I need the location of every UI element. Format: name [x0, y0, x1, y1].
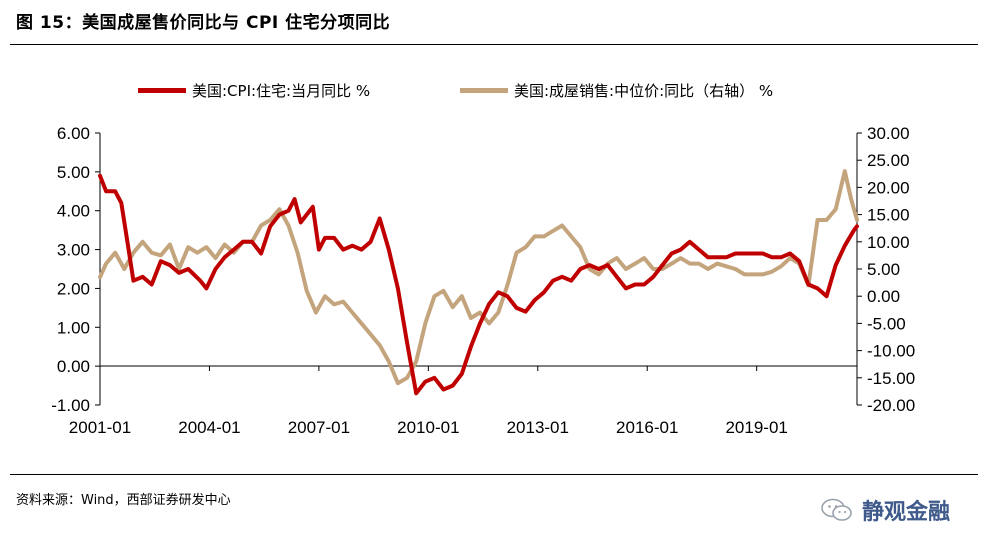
watermark: 静观金融 [820, 494, 950, 526]
right-tick-label: -20.00 [867, 396, 915, 415]
legend-label-cpi: 美国:CPI:住宅:当月同比 % [192, 82, 371, 100]
x-tick-label: 2016-01 [616, 418, 678, 437]
source-note: 资料来源：Wind，西部证券研发中心 [16, 493, 231, 508]
x-tick-label: 2019-01 [725, 418, 787, 437]
title-rule [10, 44, 978, 45]
right-tick-label: 0.00 [867, 287, 900, 306]
right-tick-label: 5.00 [867, 260, 900, 279]
left-tick-label: 1.00 [57, 318, 90, 337]
right-tick-label: -15.00 [867, 369, 915, 388]
chart-axes [95, 132, 862, 406]
left-tick-label: -1.00 [51, 396, 90, 415]
source-rule [10, 474, 978, 475]
legend-item-cpi: 美国:CPI:住宅:当月同比 % [138, 80, 370, 101]
series-price-line [98, 169, 859, 386]
legend-swatch-price [460, 88, 508, 93]
right-tick-label: -10.00 [867, 342, 915, 361]
chart-series [98, 169, 859, 396]
chart-ticks: 6.00 5.00 4.00 3.00 2.00 1.00 0.00 -1.00 30.00 25… [51, 124, 915, 437]
wechat-icon [821, 498, 852, 521]
left-tick-label: 2.00 [57, 279, 90, 298]
left-tick-label: 6.00 [57, 124, 90, 143]
right-tick-label: 30.00 [867, 124, 910, 143]
right-tick-label: 25.00 [867, 151, 910, 170]
x-tick-label: 2013-01 [507, 418, 569, 437]
x-tick-label: 2004-01 [178, 418, 240, 437]
figure-title: 图 15：美国成屋售价同比与 CPI 住宅分项同比 [16, 13, 391, 33]
legend-swatch-cpi [138, 88, 186, 93]
right-tick-label: 10.00 [867, 233, 910, 252]
left-tick-label: 5.00 [57, 163, 90, 182]
x-tick-label: 2010-01 [397, 418, 459, 437]
left-tick-label: 0.00 [57, 357, 90, 376]
x-tick-label: 2001-01 [69, 418, 131, 437]
right-tick-label: 20.00 [867, 178, 910, 197]
right-tick-label: -5.00 [867, 314, 906, 333]
series-cpi-line [98, 173, 859, 396]
right-tick-label: 15.00 [867, 206, 910, 225]
watermark-text: 静观金融 [862, 500, 951, 525]
x-tick-label: 2007-01 [288, 418, 350, 437]
left-tick-label: 4.00 [57, 202, 90, 221]
left-tick-label: 3.00 [57, 241, 90, 260]
legend-item-price: 美国:成屋销售:中位价:同比（右轴） % [460, 80, 773, 101]
legend-label-price: 美国:成屋销售:中位价:同比（右轴） % [514, 82, 774, 100]
